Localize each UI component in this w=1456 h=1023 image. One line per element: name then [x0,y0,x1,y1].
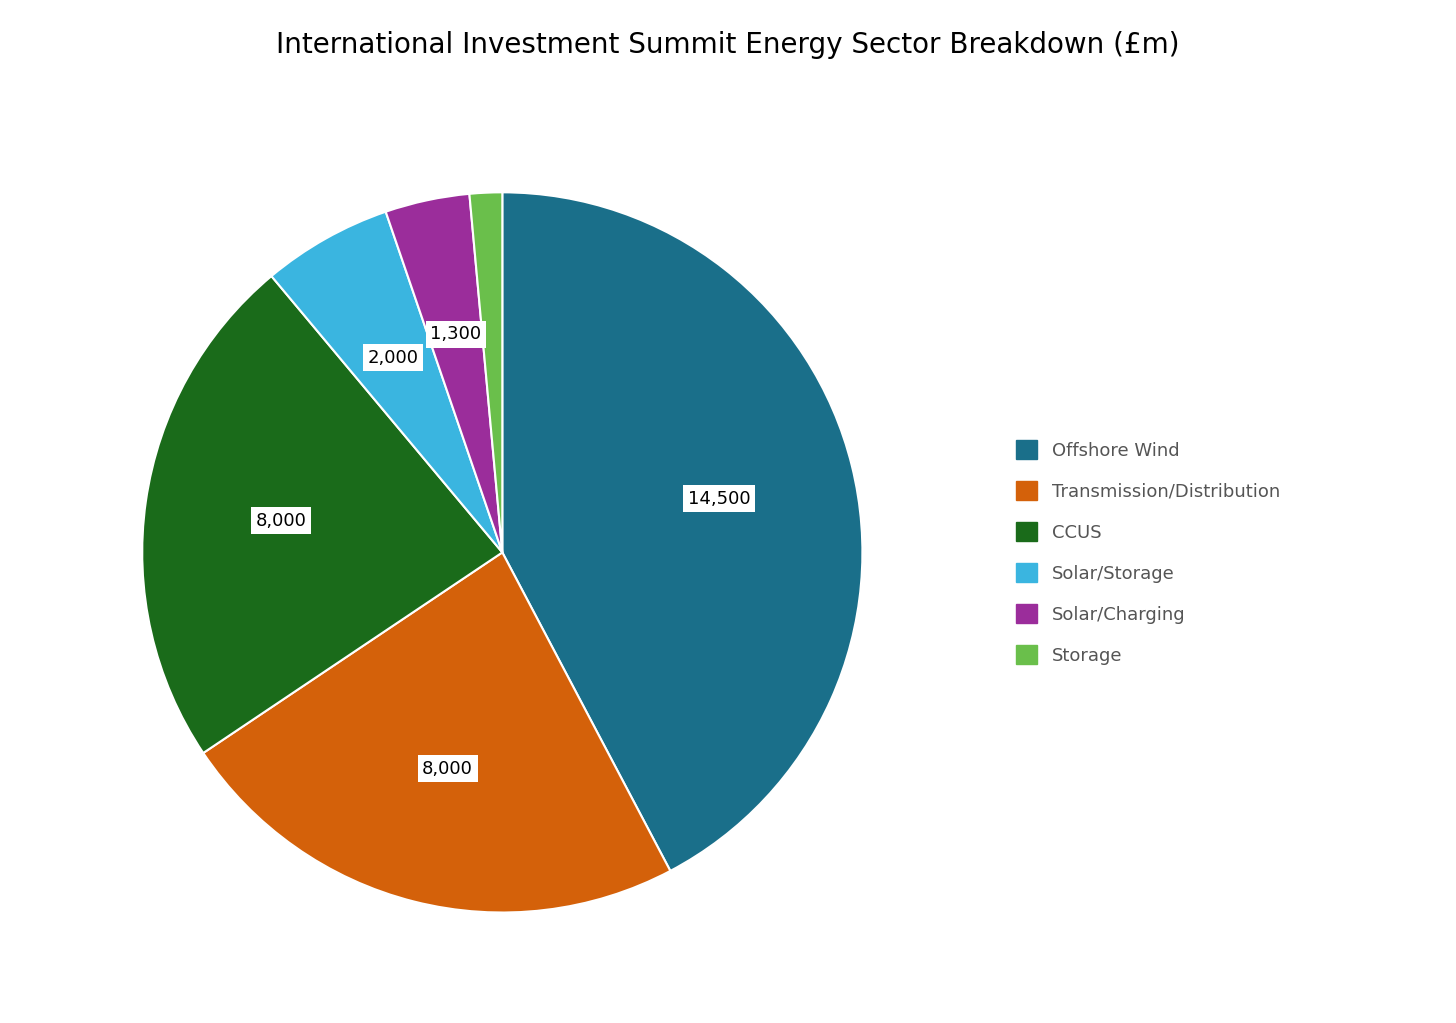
Text: 14,500: 14,500 [687,490,750,507]
Text: 1,300: 1,300 [430,325,480,343]
Text: 8,000: 8,000 [256,512,307,530]
Text: International Investment Summit Energy Sector Breakdown (£m): International Investment Summit Energy S… [277,31,1179,58]
Wedge shape [469,192,502,552]
Wedge shape [271,212,502,552]
Text: 8,000: 8,000 [422,760,473,777]
Wedge shape [502,192,862,871]
Wedge shape [386,193,502,552]
Wedge shape [143,276,502,753]
Text: 2,000: 2,000 [367,349,418,367]
Legend: Offshore Wind, Transmission/Distribution, CCUS, Solar/Storage, Solar/Charging, S: Offshore Wind, Transmission/Distribution… [1006,431,1289,674]
Wedge shape [204,552,670,913]
